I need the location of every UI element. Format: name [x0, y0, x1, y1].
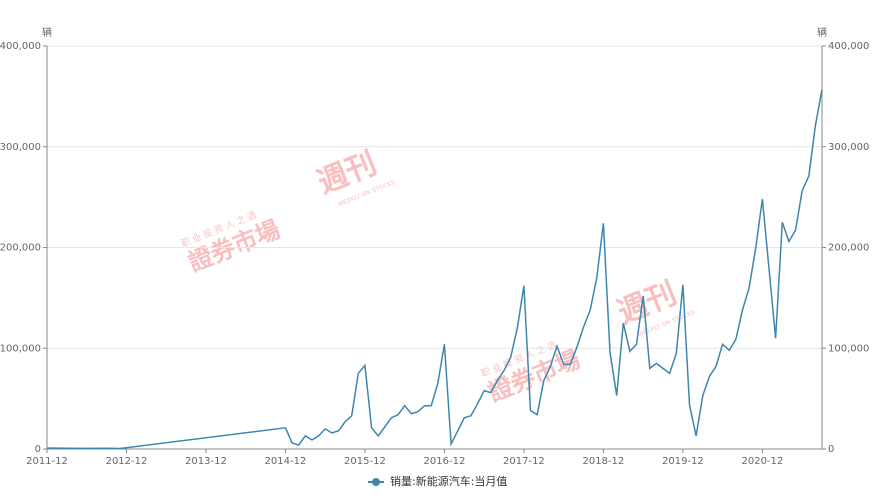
y-unit: 辆 [42, 26, 52, 39]
watermark: 职 业 投 资 人 之 选 證券市場 週刊 WEEKLY ON STOCKS 职… [179, 146, 696, 407]
x-tick-label: 2020-12 [741, 456, 783, 467]
y-tick-label: 200,000 [0, 243, 41, 254]
legend-label: 销量:新能源汽车:当月值 [390, 474, 507, 488]
x-tick-label: 2014-12 [265, 456, 307, 467]
x-tick-label: 2012-12 [106, 456, 148, 467]
legend-marker [372, 478, 380, 486]
y2-tick-label: 400,000 [828, 41, 869, 52]
y-tick-label: 400,000 [0, 41, 41, 52]
y2-tick-label: 100,000 [828, 343, 869, 354]
x-tick-label: 2011-12 [26, 456, 68, 467]
y2-tick-label: 0 [828, 444, 834, 455]
y-tick-label: 100,000 [0, 343, 41, 354]
y2-tick-label: 200,000 [828, 243, 869, 254]
y2-tick-label: 300,000 [828, 142, 869, 153]
x-tick-label: 2013-12 [185, 456, 227, 467]
x-tick-label: 2017-12 [503, 456, 545, 467]
y-tick-label: 300,000 [0, 142, 41, 153]
x-tick-label: 2019-12 [662, 456, 704, 467]
series-line [46, 89, 823, 450]
x-tick-label: 2018-12 [583, 456, 625, 467]
x-tick-label: 2015-12 [344, 456, 386, 467]
y-tick-label: 0 [35, 444, 41, 455]
y2-unit: 辆 [817, 26, 827, 39]
x-tick-label: 2016-12 [424, 456, 466, 467]
